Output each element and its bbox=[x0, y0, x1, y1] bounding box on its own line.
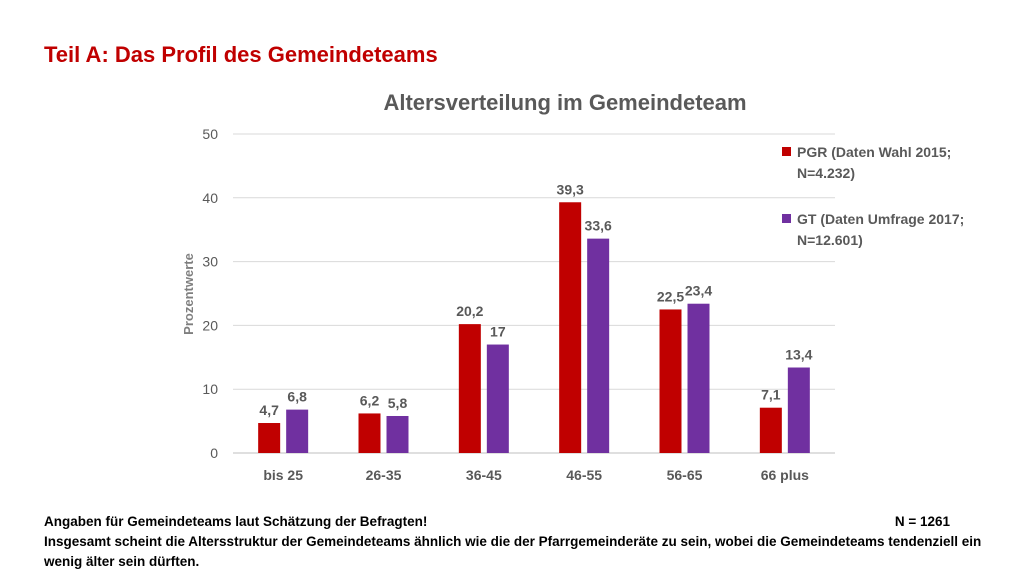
gridlines bbox=[233, 133, 835, 454]
x-category-label: 46-55 bbox=[566, 467, 602, 483]
bar-pgr bbox=[559, 202, 582, 453]
bar-gt bbox=[587, 238, 610, 453]
slide-title: Teil A: Das Profil des Gemeindeteams bbox=[44, 42, 438, 67]
y-tick-label: 0 bbox=[210, 445, 218, 461]
bar-pgr bbox=[759, 407, 782, 453]
bar-pgr bbox=[458, 324, 481, 453]
data-label: 17 bbox=[490, 324, 506, 340]
bar-gt bbox=[286, 409, 309, 453]
data-label: 6,8 bbox=[287, 389, 307, 405]
y-axis-ticks: 0 10 20 30 40 50 bbox=[202, 126, 218, 461]
bar-pgr bbox=[258, 423, 281, 453]
x-axis-categories: bis 25 26-35 36-45 46-55 56-65 66 plus bbox=[263, 467, 809, 483]
chart-container: Altersverteilung im Gemeindeteam 0 10 20 30… bbox=[181, 90, 964, 483]
x-category-label: bis 25 bbox=[263, 467, 303, 483]
legend: PGR (Daten Wahl 2015; N=4.232) GT (Daten U… bbox=[782, 144, 964, 248]
bar-gt bbox=[486, 344, 509, 453]
data-label: 23,4 bbox=[685, 283, 712, 299]
footer-notes: Angaben für Gemeindeteams laut Schätzung… bbox=[44, 512, 984, 572]
legend-label: N=12.601) bbox=[797, 232, 863, 248]
bar-gt bbox=[787, 367, 810, 453]
bar-pgr bbox=[659, 309, 682, 453]
legend-swatch bbox=[782, 147, 791, 156]
bar-gt bbox=[386, 415, 409, 453]
data-label: 20,2 bbox=[456, 303, 483, 319]
y-tick-label: 10 bbox=[202, 381, 218, 397]
legend-label: PGR (Daten Wahl 2015; bbox=[797, 144, 951, 160]
footer-note-estimate: Angaben für Gemeindeteams laut Schätzung… bbox=[44, 514, 428, 529]
legend-label: GT (Daten Umfrage 2017; bbox=[797, 211, 964, 227]
y-tick-label: 50 bbox=[202, 126, 218, 142]
chart-title: Altersverteilung im Gemeindeteam bbox=[383, 90, 746, 115]
y-tick-label: 30 bbox=[202, 254, 218, 270]
bar-pgr bbox=[358, 413, 381, 453]
y-tick-label: 40 bbox=[202, 190, 218, 206]
x-category-label: 66 plus bbox=[761, 467, 809, 483]
bar-gt bbox=[687, 303, 710, 453]
data-label: 33,6 bbox=[585, 218, 612, 234]
data-label: 13,4 bbox=[785, 347, 812, 363]
footer-conclusion: Insgesamt scheint die Altersstruktur der… bbox=[44, 534, 982, 569]
data-label: 6,2 bbox=[360, 392, 380, 408]
data-label: 4,7 bbox=[259, 402, 279, 418]
data-label: 5,8 bbox=[388, 395, 408, 411]
y-tick-label: 20 bbox=[202, 317, 218, 333]
data-labels: 4,7 6,8 6,2 5,8 20,2 17 39,3 33,6 22,5 23,4 7,1 13,… bbox=[259, 181, 812, 418]
data-label: 22,5 bbox=[657, 288, 684, 304]
legend-swatch bbox=[782, 214, 791, 223]
y-axis-title: Prozentwerte bbox=[181, 253, 196, 335]
legend-label: N=4.232) bbox=[797, 165, 855, 181]
x-category-label: 26-35 bbox=[366, 467, 402, 483]
data-label: 39,3 bbox=[557, 181, 584, 197]
x-category-label: 36-45 bbox=[466, 467, 502, 483]
x-category-label: 56-65 bbox=[667, 467, 703, 483]
data-label: 7,1 bbox=[761, 387, 781, 403]
footer-sample-size: N = 1261 bbox=[894, 514, 950, 529]
bar-chart: Altersverteilung im Gemeindeteam 0 10 20 30… bbox=[181, 90, 964, 483]
bars bbox=[258, 202, 810, 453]
